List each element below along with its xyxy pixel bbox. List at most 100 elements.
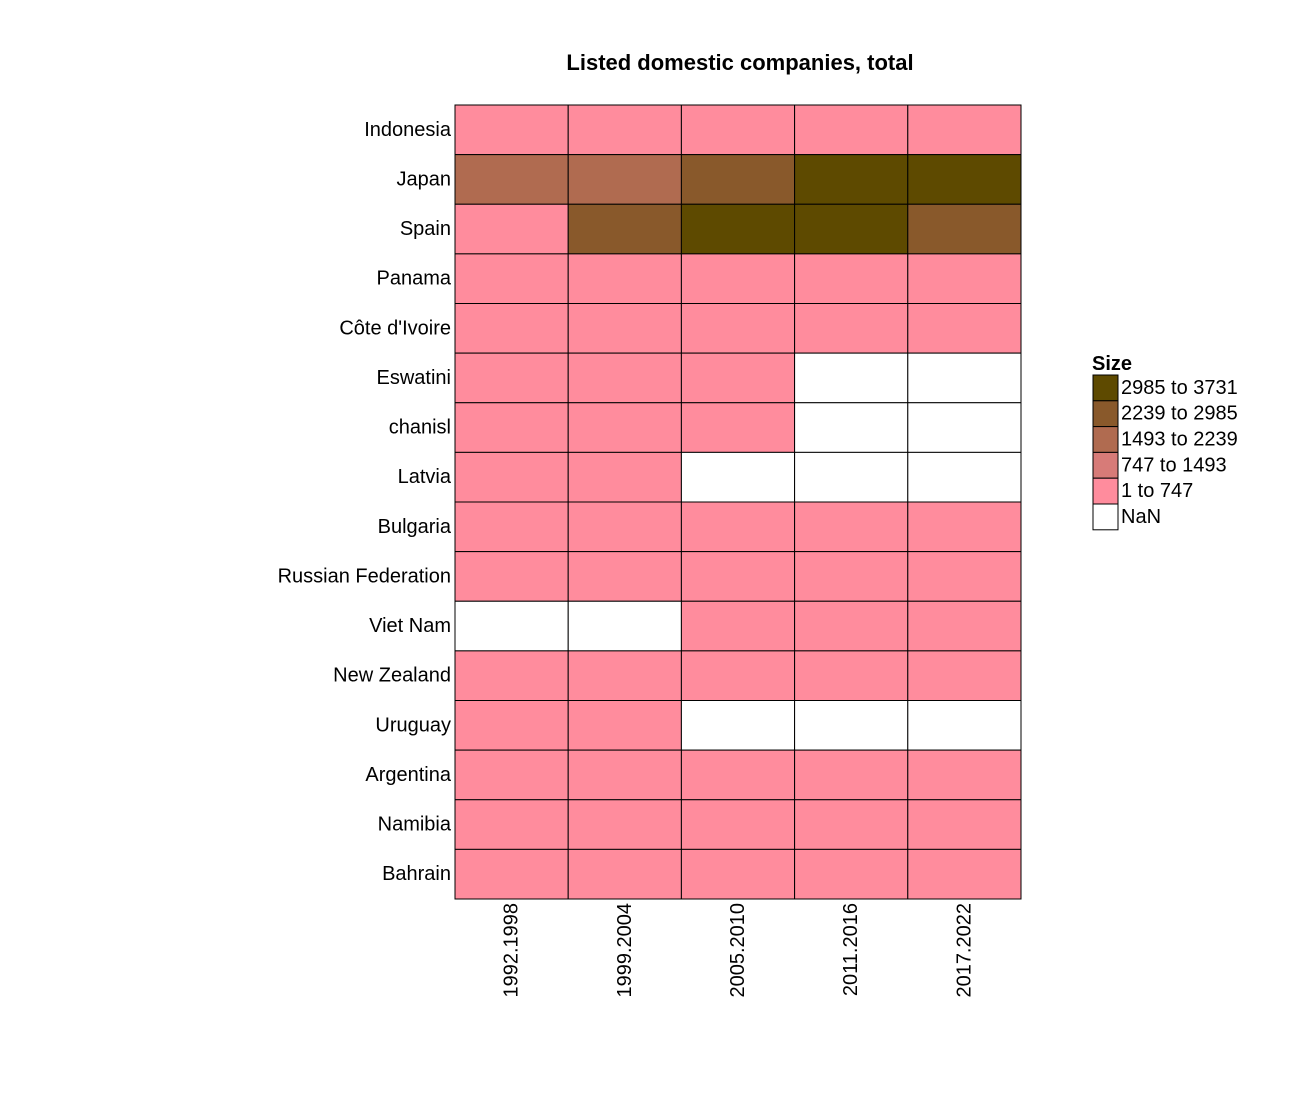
chart-title: Listed domestic companies, total	[566, 50, 913, 75]
column-label: 2005.2010	[727, 903, 749, 998]
heatmap-cell	[907, 352, 1022, 404]
heatmap-cell	[567, 253, 682, 304]
heatmap-cell	[907, 253, 1022, 304]
heatmap-cell	[907, 451, 1022, 503]
heatmap-cell	[454, 650, 569, 701]
row-label: Japan	[397, 168, 452, 190]
legend-items: 2985 to 3731 2239 to 2985 1493 to 2239 747 …	[1092, 374, 1238, 531]
heatmap-cell	[680, 650, 796, 701]
heatmap-cell	[680, 303, 796, 354]
row-label: Viet Nam	[369, 615, 451, 637]
heatmap-cell	[567, 650, 682, 701]
row-label: chanisl	[389, 417, 451, 439]
heatmap-cell	[567, 203, 682, 255]
heatmap-cell	[454, 451, 569, 503]
heatmap-cell	[454, 203, 569, 255]
row-label: Uruguay	[375, 714, 451, 736]
heatmap-cell	[567, 600, 682, 652]
heatmap-cell	[907, 154, 1022, 205]
heatmap-cell	[454, 253, 569, 304]
heatmap-cell	[794, 600, 909, 652]
heatmap-cell	[454, 700, 569, 751]
heatmap-cell	[794, 700, 909, 751]
heatmap-cell	[454, 154, 569, 205]
heatmap-cell	[680, 154, 796, 205]
heatmap-cell	[794, 848, 909, 900]
row-label: Indonesia	[364, 119, 452, 141]
heatmap-cell	[680, 203, 796, 255]
heatmap-cell	[794, 352, 909, 404]
heatmap-cell	[794, 402, 909, 453]
heatmap-cell	[794, 749, 909, 801]
heatmap-cell	[680, 104, 796, 156]
legend-swatch	[1092, 374, 1119, 402]
row-label: Argentina	[365, 764, 451, 786]
heatmap-cell	[907, 650, 1022, 701]
row-label: Spain	[400, 218, 451, 240]
row-label: New Zealand	[333, 665, 451, 687]
legend: Size 2985 to 3731 2239 to 2985 1493 to 223…	[1092, 353, 1238, 531]
legend-title: Size	[1092, 353, 1132, 375]
heatmap-cell	[907, 303, 1022, 354]
heatmap-cell	[680, 848, 796, 900]
heatmap-cell	[680, 799, 796, 850]
column-label: 2017.2022	[953, 903, 975, 998]
row-label: Latvia	[398, 466, 452, 488]
heatmap-cell	[454, 848, 569, 900]
legend-label: 2985 to 3731	[1121, 377, 1238, 399]
heatmap-cell	[680, 551, 796, 602]
heatmap-cell	[567, 402, 682, 453]
row-label: Bahrain	[382, 863, 451, 885]
heatmap-cell	[794, 650, 909, 701]
legend-label: 2239 to 2985	[1121, 403, 1238, 425]
heatmap-cell	[794, 501, 909, 553]
heatmap-cell	[907, 799, 1022, 850]
legend-label: 1493 to 2239	[1121, 429, 1238, 451]
row-label: Namibia	[378, 814, 452, 836]
heatmap-cell	[680, 402, 796, 453]
heatmap-cell	[567, 352, 682, 404]
row-label: Côte d'Ivoire	[339, 317, 451, 339]
heatmap-cell	[567, 303, 682, 354]
heatmap-cell	[454, 402, 569, 453]
heatmap-cell	[794, 253, 909, 304]
heatmap-cell	[794, 551, 909, 602]
row-label: Russian Federation	[278, 565, 451, 587]
row-labels: Indonesia Japan Spain Panama Côte d'Ivoire Es…	[278, 119, 452, 885]
heatmap-cell	[567, 700, 682, 751]
legend-swatch	[1092, 451, 1119, 479]
heatmap-cell	[680, 749, 796, 801]
heatmap-cell	[567, 104, 682, 156]
heatmap-cell	[454, 501, 569, 553]
heatmap-cell	[454, 799, 569, 850]
legend-label: 747 to 1493	[1121, 454, 1227, 476]
legend-label: 1 to 747	[1121, 480, 1193, 502]
heatmap-cell	[907, 700, 1022, 751]
legend-swatch	[1092, 477, 1119, 505]
heatmap-cell	[567, 799, 682, 850]
heatmap-cell	[454, 551, 569, 602]
legend-swatch	[1092, 503, 1119, 531]
heatmap-cell	[907, 402, 1022, 453]
heatmap-cell	[907, 749, 1022, 801]
heatmap-cell	[907, 501, 1022, 553]
heatmap-cell	[454, 352, 569, 404]
heatmap-cell	[454, 104, 569, 156]
heatmap-cell	[907, 104, 1022, 156]
heatmap-cell	[680, 600, 796, 652]
heatmap-cell	[567, 451, 682, 503]
heatmap-cell	[907, 848, 1022, 900]
heatmap-cell	[907, 203, 1022, 255]
heatmap-cell	[794, 203, 909, 255]
column-label: 1992.1998	[501, 903, 523, 998]
column-label: 2011.2016	[840, 903, 862, 996]
heatmap-cell	[567, 848, 682, 900]
heatmap-cell	[567, 501, 682, 553]
legend-swatch	[1092, 426, 1119, 453]
heatmap-cell	[794, 104, 909, 156]
heatmap-cell	[794, 154, 909, 205]
heatmap-cells	[454, 104, 1022, 900]
row-label: Bulgaria	[378, 516, 452, 538]
legend-swatch	[1092, 400, 1119, 428]
